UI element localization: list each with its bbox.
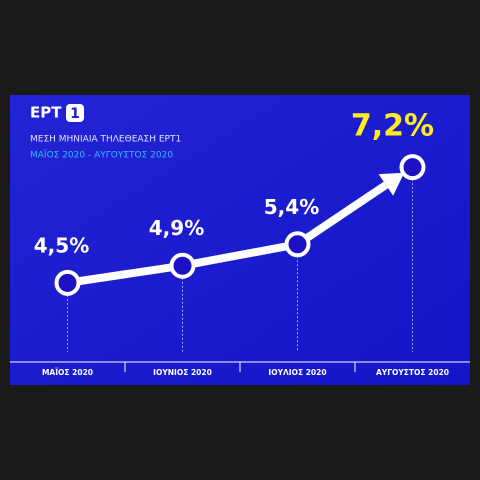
logo-box <box>66 104 84 122</box>
point <box>169 252 196 279</box>
arrowhead <box>378 172 405 196</box>
logo-text: ΕΡΤ <box>30 104 62 122</box>
line-stroke <box>66 181 389 287</box>
point <box>54 269 81 296</box>
point <box>284 231 311 258</box>
value-label: 7,2% <box>351 109 434 144</box>
panel <box>10 95 470 385</box>
x-tick-label: ΜΑΪΟΣ 2020 <box>42 368 93 377</box>
logo-number: 1 <box>70 106 80 122</box>
x-tick-label: ΙΟΥΛΙΟΣ 2020 <box>268 368 326 377</box>
chart-title: ΜΕΣΗ ΜΗΝΙΑΙΑ ΤΗΛΕΘΕΑΣΗ ΕΡΤ1 <box>30 135 181 145</box>
value-label: 4,9% <box>149 216 204 240</box>
point <box>399 154 426 181</box>
chart-subtitle: ΜΑΪΟΣ 2020 - ΑΥΓΟΥΣΤΟΣ 2020 <box>30 150 173 161</box>
value-label: 5,4% <box>264 195 319 219</box>
value-label: 4,5% <box>34 233 89 257</box>
x-tick-label: ΑΥΓΟΥΣΤΟΣ 2020 <box>376 368 449 377</box>
x-tick-label: ΙΟΥΝΙΟΣ 2020 <box>153 368 212 377</box>
